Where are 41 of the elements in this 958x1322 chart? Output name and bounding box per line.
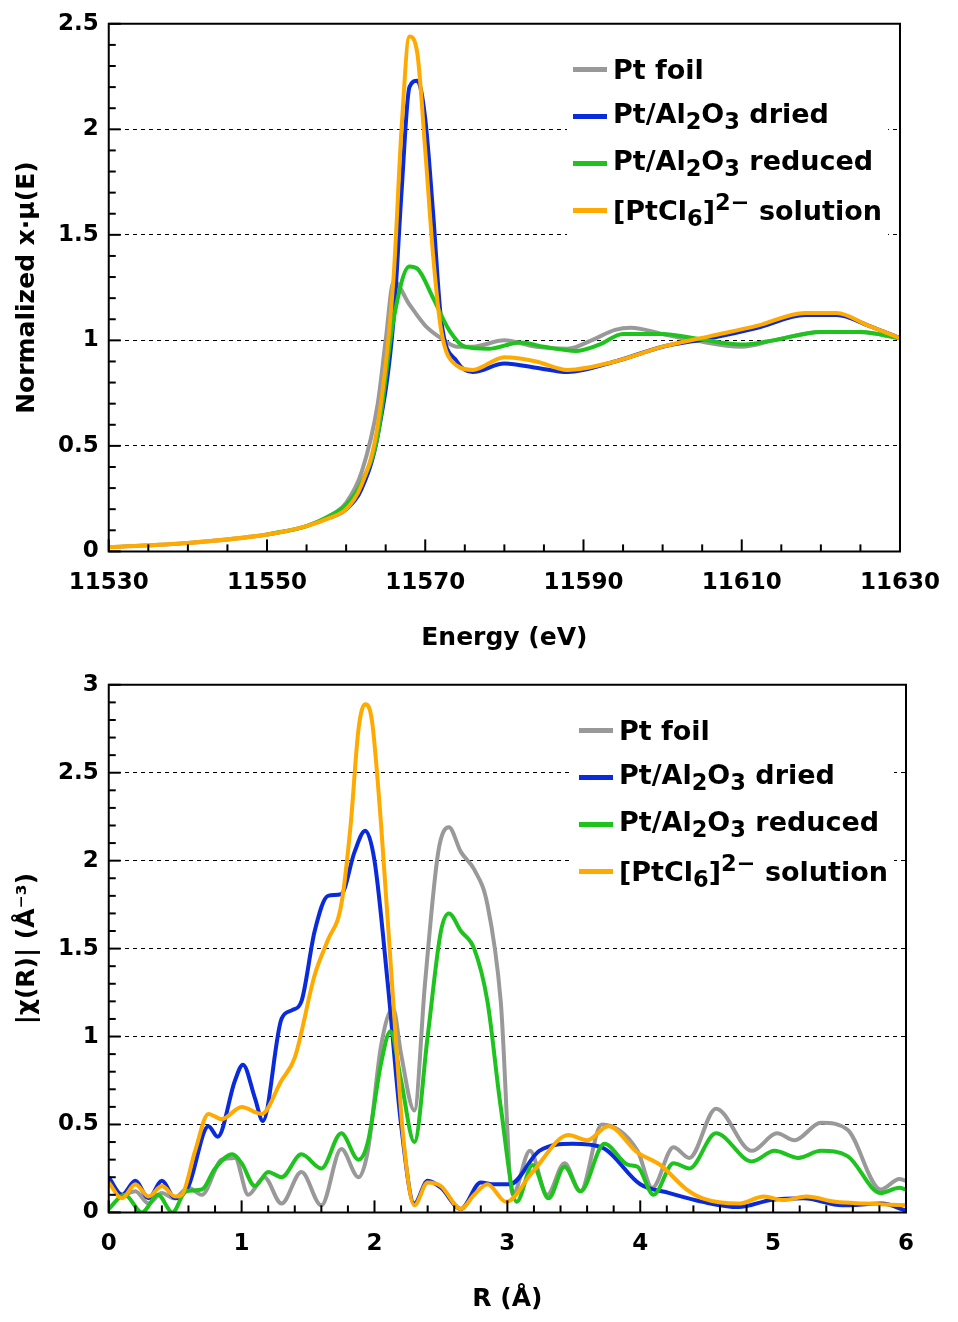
y-tick-label: 0.5 <box>57 1109 99 1136</box>
y-tick-label: 0.5 <box>57 430 99 457</box>
x-tick-label: 2 <box>366 1229 383 1256</box>
y-axis-title: |χ(R)| (Å⁻³) <box>10 872 40 1025</box>
x-tick-label: 5 <box>765 1229 782 1256</box>
y-tick-label: 3 <box>82 669 99 696</box>
line-series <box>108 911 906 1213</box>
y-tick-label: 0 <box>82 1197 99 1224</box>
legend-label: [PtCl$_{6}$]$^{2−}$ solution <box>612 189 882 232</box>
y-axis-title: Normalized x·μ(E) <box>10 161 40 414</box>
x-tick-label: 11530 <box>68 568 149 595</box>
legend-label: Pt/Al$_{2}$O$_{3}$ reduced <box>612 145 874 182</box>
y-tick-label: 1 <box>82 325 99 352</box>
x-axis-title: Energy (eV) <box>421 621 588 651</box>
y-tick-label: 1.5 <box>57 933 99 960</box>
x-tick-label: 3 <box>499 1229 516 1256</box>
y-tick-label: 2 <box>82 845 99 872</box>
x-axis-title: R (Å) <box>472 1282 543 1312</box>
x-tick-label: 11570 <box>385 568 466 595</box>
legend-label: Pt/Al$_{2}$O$_{3}$ reduced <box>618 806 880 843</box>
y-tick-label: 2.5 <box>57 8 99 35</box>
x-tick-label: 11610 <box>701 568 782 595</box>
legend-label: Pt/Al$_{2}$O$_{3}$ dried <box>618 759 835 796</box>
y-tick-label: 2 <box>82 114 99 141</box>
legend-label: Pt foil <box>618 714 710 746</box>
y-tick-label: 2.5 <box>57 757 99 784</box>
x-tick-label: 11630 <box>859 568 941 595</box>
x-tick-label: 0 <box>100 1229 117 1256</box>
x-tick-label: 4 <box>632 1229 649 1256</box>
legend-label: [PtCl$_{6}$]$^{2−}$ solution <box>618 850 888 893</box>
y-tick-label: 1 <box>82 1021 99 1048</box>
y-tick-label: 0 <box>82 536 99 563</box>
line-series <box>108 702 906 1211</box>
x-tick-label: 11590 <box>543 568 624 595</box>
y-tick-label: 1.5 <box>57 219 99 246</box>
legend-label: Pt/Al$_{2}$O$_{3}$ dried <box>612 98 829 135</box>
x-tick-label: 1 <box>233 1229 250 1256</box>
x-tick-label: 6 <box>897 1229 915 1256</box>
legend-label: Pt foil <box>612 53 704 85</box>
line-series <box>108 34 900 550</box>
x-tick-label: 11550 <box>226 568 308 595</box>
